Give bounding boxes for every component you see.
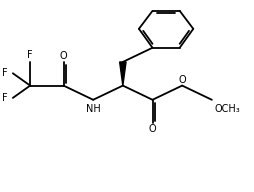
Text: OCH₃: OCH₃ (214, 104, 240, 114)
Polygon shape (120, 62, 126, 86)
Text: O: O (149, 124, 156, 134)
Text: O: O (178, 74, 186, 84)
Text: F: F (2, 68, 7, 78)
Text: F: F (2, 93, 7, 103)
Text: F: F (27, 50, 33, 60)
Text: NH: NH (86, 104, 101, 114)
Text: O: O (60, 51, 67, 61)
